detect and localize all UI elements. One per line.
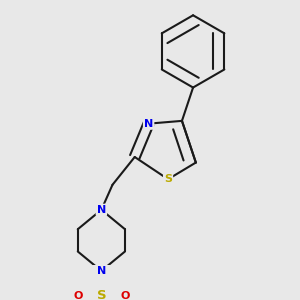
- Text: O: O: [120, 291, 130, 300]
- Text: S: S: [164, 174, 172, 184]
- Text: N: N: [97, 205, 106, 215]
- Text: O: O: [73, 291, 83, 300]
- Text: S: S: [97, 290, 106, 300]
- Text: N: N: [144, 119, 153, 129]
- Text: N: N: [97, 266, 106, 276]
